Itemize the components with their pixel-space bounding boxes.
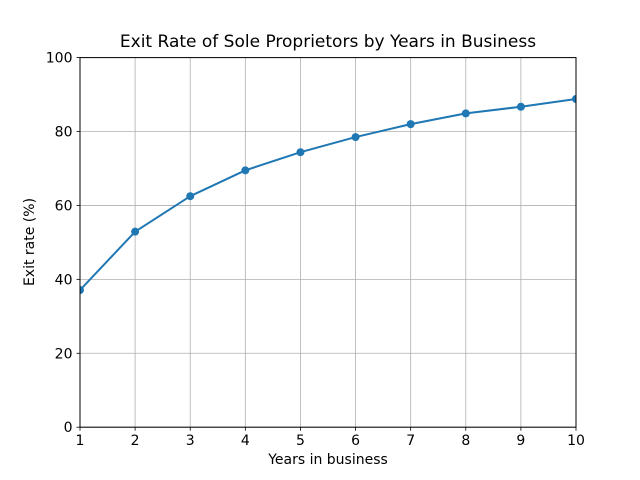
data-series bbox=[80, 94, 576, 295]
data-point-marker bbox=[516, 102, 525, 111]
series-line bbox=[80, 98, 576, 291]
data-point-marker bbox=[80, 286, 84, 295]
y-tick-label: 80 bbox=[55, 125, 73, 141]
y-tick-label: 60 bbox=[55, 198, 73, 214]
x-tick-label: 8 bbox=[461, 433, 470, 449]
x-tick-label: 5 bbox=[296, 433, 305, 449]
data-point-marker bbox=[351, 133, 360, 142]
data-point-marker bbox=[406, 120, 415, 129]
gridlines bbox=[79, 57, 577, 428]
x-tick-label: 10 bbox=[567, 433, 585, 449]
chart-title: Exit Rate of Sole Proprietors by Years i… bbox=[119, 32, 537, 52]
y-tick-label: 100 bbox=[46, 51, 73, 67]
data-point-marker bbox=[461, 109, 470, 118]
y-tick-label: 20 bbox=[55, 346, 73, 362]
data-point-marker bbox=[186, 192, 195, 201]
x-tick-label: 4 bbox=[241, 433, 250, 449]
data-point-marker bbox=[131, 227, 140, 236]
x-axis-label: Years in business bbox=[268, 452, 388, 468]
x-tick-label: 7 bbox=[406, 433, 415, 449]
x-tick-label: 9 bbox=[516, 433, 525, 449]
axes-spines bbox=[79, 57, 577, 428]
x-tick-label: 6 bbox=[351, 433, 360, 449]
x-tick-label: 1 bbox=[76, 433, 85, 449]
x-tick-label: 3 bbox=[186, 433, 195, 449]
data-point-marker bbox=[241, 166, 250, 175]
y-axis-label: Exit rate (%) bbox=[22, 197, 38, 287]
x-tick-label: 2 bbox=[131, 433, 140, 449]
y-tick-label: 0 bbox=[64, 420, 73, 436]
data-point-marker bbox=[572, 94, 576, 103]
data-point-marker bbox=[296, 148, 305, 157]
y-tick-label: 40 bbox=[55, 272, 73, 288]
